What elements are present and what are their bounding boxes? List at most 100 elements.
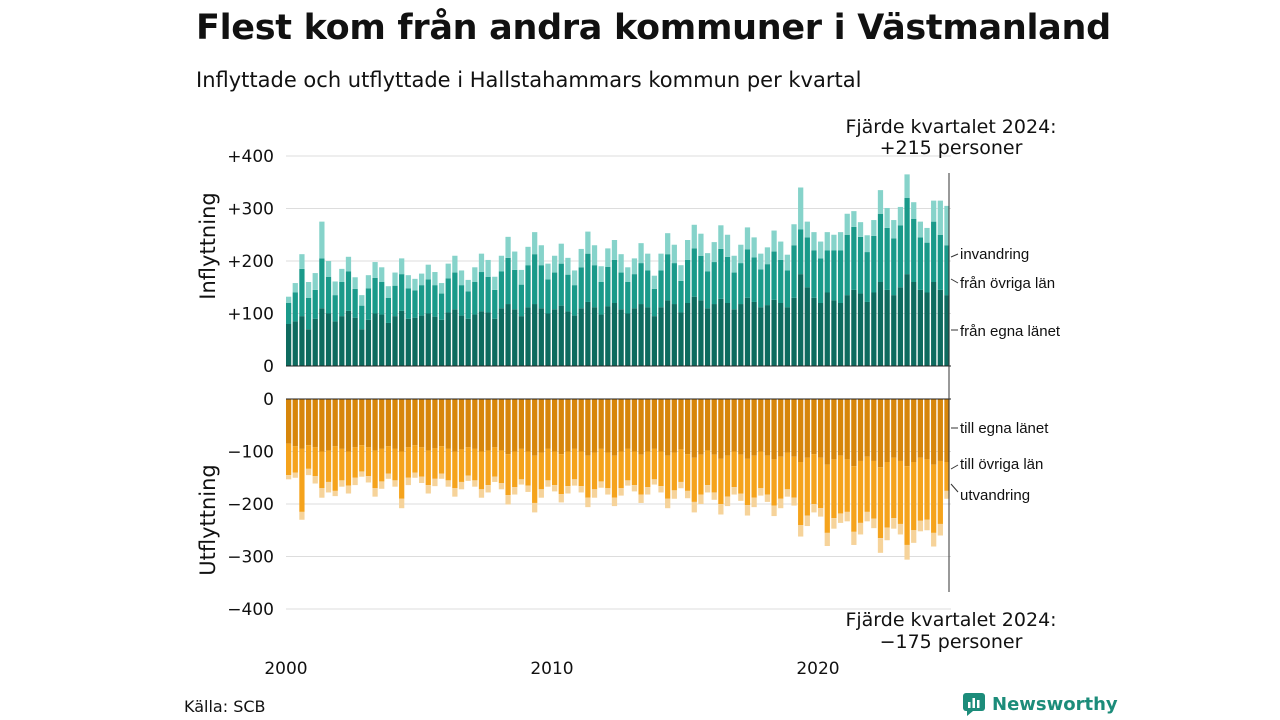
bar-out-2 (419, 476, 425, 483)
label-till-egna-lanet: till egna länet (960, 420, 1049, 437)
bar-in-0 (532, 304, 538, 366)
bar-in-0 (319, 308, 325, 366)
bar-out-0 (665, 399, 671, 456)
bar-out-0 (432, 399, 438, 449)
annotation-bottom-line1: Fjärde kvartalet 2024: (845, 609, 1056, 631)
bar-in-2 (857, 222, 864, 237)
bar-in-1 (751, 257, 757, 302)
bar-in-2 (492, 276, 498, 290)
y-axis-title-top: Inflyttning (196, 192, 220, 299)
bar-out-0 (864, 399, 870, 457)
bar-in-0 (512, 309, 518, 366)
bar-in-1 (758, 269, 764, 308)
bar-in-1 (578, 267, 584, 309)
bar-out-0 (871, 399, 877, 461)
bar-out-0 (299, 399, 305, 449)
bar-out-0 (811, 399, 817, 455)
bar-in-0 (638, 304, 644, 366)
bar-out-2 (911, 530, 917, 543)
bar-out-2 (565, 486, 571, 494)
bar-in-2 (631, 258, 638, 275)
bar-out-1 (498, 450, 505, 483)
bar-in-0 (405, 318, 411, 366)
bar-in-2 (831, 234, 837, 251)
bar-out-0 (685, 399, 691, 455)
bar-out-1 (811, 454, 817, 505)
bar-out-0 (638, 399, 644, 455)
bar-in-2 (591, 245, 598, 266)
bar-in-2 (518, 269, 524, 285)
bar-out-1 (711, 454, 717, 493)
brand-logo[interactable]: Newsworthy (962, 692, 1118, 716)
bar-out-0 (831, 399, 837, 460)
bar-out-1 (571, 448, 578, 480)
bar-out-1 (704, 450, 711, 486)
bar-in-0 (379, 314, 385, 366)
bar-in-0 (558, 305, 564, 367)
bar-in-2 (325, 261, 332, 277)
bar-out-1 (691, 457, 697, 502)
bar-out-0 (571, 399, 578, 449)
bar-in-0 (425, 313, 431, 366)
bar-in-1 (591, 265, 598, 308)
bar-out-2 (645, 487, 651, 495)
label-fran-ovriga-lan: från övriga län (960, 275, 1055, 292)
bar-out-2 (871, 518, 877, 529)
bar-in-2 (811, 232, 817, 251)
bar-in-2 (339, 268, 345, 283)
bar-in-0 (864, 301, 870, 366)
bar-out-1 (432, 448, 438, 479)
bar-out-2 (432, 478, 438, 487)
bar-out-2 (837, 513, 844, 523)
bar-in-0 (944, 295, 950, 367)
bar-in-2 (552, 255, 558, 273)
bar-in-1 (452, 272, 458, 310)
bar-out-2 (897, 523, 904, 535)
bar-out-0 (891, 399, 897, 458)
bar-out-2 (751, 497, 757, 508)
bar-out-2 (325, 481, 332, 493)
bar-in-0 (778, 303, 784, 366)
bar-in-2 (824, 232, 830, 251)
bar-out-1 (678, 449, 684, 482)
bar-out-2 (824, 532, 830, 547)
bar-in-0 (438, 319, 445, 366)
bar-out-1 (698, 454, 704, 495)
bar-out-1 (472, 448, 478, 481)
bar-out-0 (505, 399, 511, 455)
bar-out-2 (319, 488, 325, 498)
bar-out-1 (485, 450, 491, 486)
bar-out-0 (778, 399, 784, 457)
bar-out-1 (824, 464, 830, 533)
bar-in-1 (678, 280, 684, 313)
bar-out-1 (818, 457, 824, 509)
bar-in-1 (937, 234, 943, 290)
bar-in-1 (685, 259, 691, 303)
bar-out-0 (691, 399, 697, 458)
bar-in-2 (532, 232, 538, 255)
bar-in-0 (399, 310, 405, 367)
y-tick-bottom: −400 (227, 600, 274, 620)
bar-out-1 (751, 455, 757, 498)
bar-out-0 (452, 399, 458, 452)
bar-in-2 (392, 272, 398, 286)
bar-in-2 (512, 251, 518, 270)
bar-out-2 (385, 473, 391, 479)
bar-in-1 (824, 250, 830, 293)
bar-out-1 (665, 455, 671, 499)
bar-in-2 (864, 235, 870, 253)
bar-out-2 (658, 486, 664, 493)
bar-out-2 (698, 494, 704, 504)
bar-in-2 (738, 244, 744, 264)
bar-out-0 (631, 399, 638, 452)
bar-in-2 (498, 255, 505, 272)
bar-in-0 (385, 322, 391, 366)
source-note: Källa: SCB (184, 697, 266, 716)
bar-out-1 (305, 445, 312, 469)
bar-in-2 (937, 200, 943, 235)
bar-out-1 (631, 451, 638, 486)
bar-out-1 (405, 447, 411, 478)
bar-in-0 (485, 312, 491, 366)
bar-in-1 (465, 291, 471, 319)
bar-out-1 (325, 450, 332, 482)
